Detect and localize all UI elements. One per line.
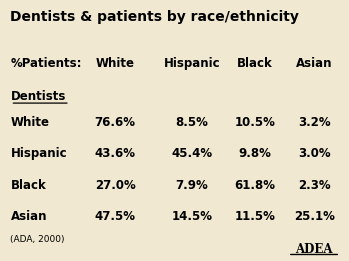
Text: (ADA, 2000): (ADA, 2000) xyxy=(10,235,65,244)
Text: 45.4%: 45.4% xyxy=(171,147,213,161)
Text: 47.5%: 47.5% xyxy=(95,210,136,223)
Text: 9.8%: 9.8% xyxy=(238,147,271,161)
Text: 8.5%: 8.5% xyxy=(176,116,208,129)
Text: ADEA: ADEA xyxy=(295,243,333,256)
Text: 11.5%: 11.5% xyxy=(234,210,275,223)
Text: Hispanic: Hispanic xyxy=(164,57,220,70)
Text: Black: Black xyxy=(237,57,273,70)
Text: 2.3%: 2.3% xyxy=(298,179,331,192)
Text: Hispanic: Hispanic xyxy=(10,147,67,161)
Text: %Patients:: %Patients: xyxy=(10,57,82,70)
Text: White: White xyxy=(96,57,135,70)
Text: 7.9%: 7.9% xyxy=(176,179,208,192)
Text: 43.6%: 43.6% xyxy=(95,147,136,161)
Text: White: White xyxy=(10,116,50,129)
Text: Dentists: Dentists xyxy=(10,90,66,103)
Text: Asian: Asian xyxy=(296,57,332,70)
Text: 27.0%: 27.0% xyxy=(95,179,135,192)
Text: 61.8%: 61.8% xyxy=(234,179,275,192)
Text: 14.5%: 14.5% xyxy=(171,210,213,223)
Text: 3.0%: 3.0% xyxy=(298,147,331,161)
Text: 10.5%: 10.5% xyxy=(234,116,275,129)
Text: 76.6%: 76.6% xyxy=(95,116,136,129)
Text: Dentists & patients by race/ethnicity: Dentists & patients by race/ethnicity xyxy=(10,10,299,25)
Text: Asian: Asian xyxy=(10,210,47,223)
Text: 3.2%: 3.2% xyxy=(298,116,331,129)
Text: Black: Black xyxy=(10,179,46,192)
Text: 25.1%: 25.1% xyxy=(294,210,335,223)
